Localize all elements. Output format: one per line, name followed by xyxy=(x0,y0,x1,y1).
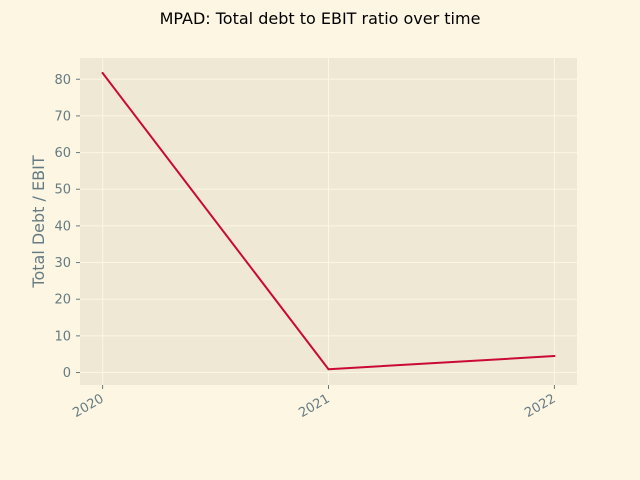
grid xyxy=(80,58,577,385)
y-axis-title: Total Debt / EBIT xyxy=(29,155,48,288)
data-point xyxy=(101,72,104,75)
chart-title: MPAD: Total debt to EBIT ratio over time xyxy=(160,9,481,28)
y-tick-label: 10 xyxy=(54,329,71,344)
y-tick-label: 50 xyxy=(54,183,71,198)
y-tick-label: 0 xyxy=(63,366,71,381)
y-axis: 0 10 20 30 40 50 60 70 80 xyxy=(54,73,80,381)
y-tick-label: 20 xyxy=(54,293,71,308)
data-point xyxy=(553,355,556,358)
y-tick-label: 30 xyxy=(54,256,71,271)
y-tick-label: 60 xyxy=(54,146,71,161)
y-tick-label: 40 xyxy=(54,219,71,234)
y-tick-label: 70 xyxy=(54,109,71,124)
y-tick-label: 80 xyxy=(54,73,71,88)
data-point xyxy=(327,368,330,371)
series-layer xyxy=(101,72,556,371)
